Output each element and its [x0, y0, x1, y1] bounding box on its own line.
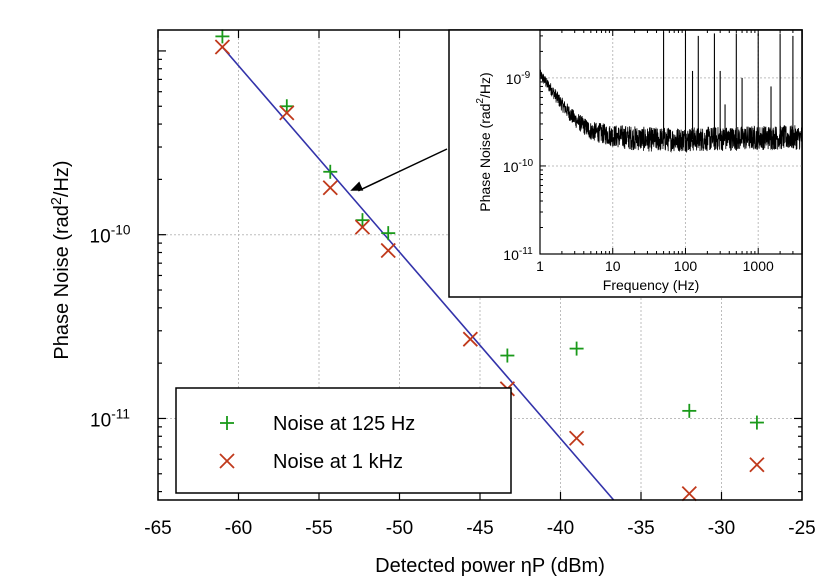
data-point-plus — [215, 29, 230, 44]
legend-box — [175, 387, 512, 494]
inset-x-axis-label: Frequency (Hz) — [603, 277, 699, 293]
y-axis-label-part: /Hz) — [51, 160, 73, 197]
x-tick-label: -40 — [547, 518, 574, 539]
arrow-head — [350, 181, 364, 191]
data-point-cross — [681, 485, 697, 502]
y-tick-label: 10-10 — [90, 223, 131, 248]
x-tick-label: -45 — [466, 518, 493, 539]
data-point-plus — [355, 213, 370, 228]
inset-y-tick-label-base: 10 — [506, 71, 522, 87]
inset-y-tick-label-exp: -10 — [519, 158, 534, 169]
data-point-cross-stroke — [462, 331, 478, 347]
x-tick-label: -25 — [788, 518, 815, 539]
x-tick-label: -30 — [708, 518, 735, 539]
y-tick-label: 10-11 — [90, 406, 130, 431]
legend-marker-cross — [219, 453, 235, 469]
y-tick-label-base: 10 — [90, 227, 111, 248]
inset-x-tick-label: 1000 — [743, 258, 774, 274]
x-axis-label: Detected power ηP (dBm) — [375, 555, 605, 577]
data-point-plus — [569, 341, 584, 356]
data-point-cross-stroke — [749, 457, 765, 473]
series-0 — [215, 29, 764, 430]
data-point-cross-stroke — [279, 105, 295, 121]
data-point-cross-stroke — [214, 39, 231, 55]
inset-y-tick-label: 10-11 — [503, 246, 533, 263]
data-point-cross — [462, 331, 478, 347]
inset-y-tick-label: 10-10 — [503, 158, 534, 175]
data-point-cross-stroke — [380, 242, 396, 259]
data-point-plus — [749, 415, 764, 430]
data-point-cross-stroke — [568, 430, 585, 446]
legend-item: Noise at 125 Hz — [220, 413, 415, 435]
x-tick-label: -60 — [225, 518, 252, 539]
inset-x-tick-label: 100 — [674, 258, 698, 274]
data-point-cross — [279, 105, 295, 121]
y-axis-label: Phase Noise (rad2/Hz) — [49, 160, 73, 359]
inset-y-axis-label-sup: 2 — [475, 98, 486, 104]
inset-y-tick-label-exp: -9 — [521, 70, 530, 81]
data-point-plus — [381, 226, 396, 241]
data-point-cross — [568, 430, 585, 446]
data-point-cross — [749, 457, 765, 473]
data-point-plus — [682, 403, 697, 418]
legend-label: Noise at 125 Hz — [273, 413, 415, 435]
legend-marker-cross-stroke — [219, 453, 235, 469]
y-tick-label-exp: -11 — [111, 406, 130, 421]
data-point-cross — [380, 242, 396, 259]
data-point-cross-stroke — [322, 180, 338, 196]
data-point-cross-stroke — [681, 485, 697, 502]
inset-x-tick-label: 10 — [605, 258, 621, 274]
inset-y-axis-label-part: /Hz) — [477, 72, 493, 98]
data-point-cross — [322, 180, 338, 196]
x-tick-label: -35 — [627, 518, 654, 539]
inset-spikes — [663, 32, 794, 140]
legend-marker-plus — [220, 416, 234, 430]
x-tick-label: -50 — [386, 518, 413, 539]
y-axis-label-sup: 2 — [49, 197, 65, 205]
data-point-plus — [279, 99, 294, 114]
legend-item: Noise at 1 kHz — [219, 451, 403, 473]
legend-label: Noise at 1 kHz — [273, 451, 403, 473]
inset-x-tick-label: 1 — [536, 258, 544, 274]
inset-y-tick-label: 10-9 — [506, 70, 531, 87]
data-point-plus — [500, 348, 515, 363]
arrow-shaft — [357, 148, 448, 192]
fit-line — [221, 46, 615, 500]
annotation-arrow — [350, 148, 448, 192]
data-point-cross — [214, 39, 231, 55]
y-tick-label-base: 10 — [90, 410, 111, 431]
inset-y-tick-label-exp: -11 — [519, 246, 533, 257]
inset-y-axis-label: Phase Noise (rad2/Hz) — [475, 72, 493, 211]
data-point-cross — [354, 219, 371, 235]
data-point-cross-stroke — [354, 219, 371, 235]
x-tick-label: -65 — [144, 518, 171, 539]
legend: Noise at 125 Hz Noise at 1 kHz — [175, 387, 512, 494]
y-tick-label-exp: -10 — [111, 223, 131, 238]
data-point-plus — [323, 164, 338, 179]
inset-frame — [539, 29, 803, 255]
inset-y-axis-label-part: Phase Noise (rad — [477, 104, 493, 212]
inset-y-tick-label-base: 10 — [503, 247, 519, 263]
x-tick-label: -55 — [305, 518, 332, 539]
y-axis-label-part: Phase Noise (rad — [51, 205, 73, 360]
inset-y-tick-label-base: 10 — [503, 159, 519, 175]
